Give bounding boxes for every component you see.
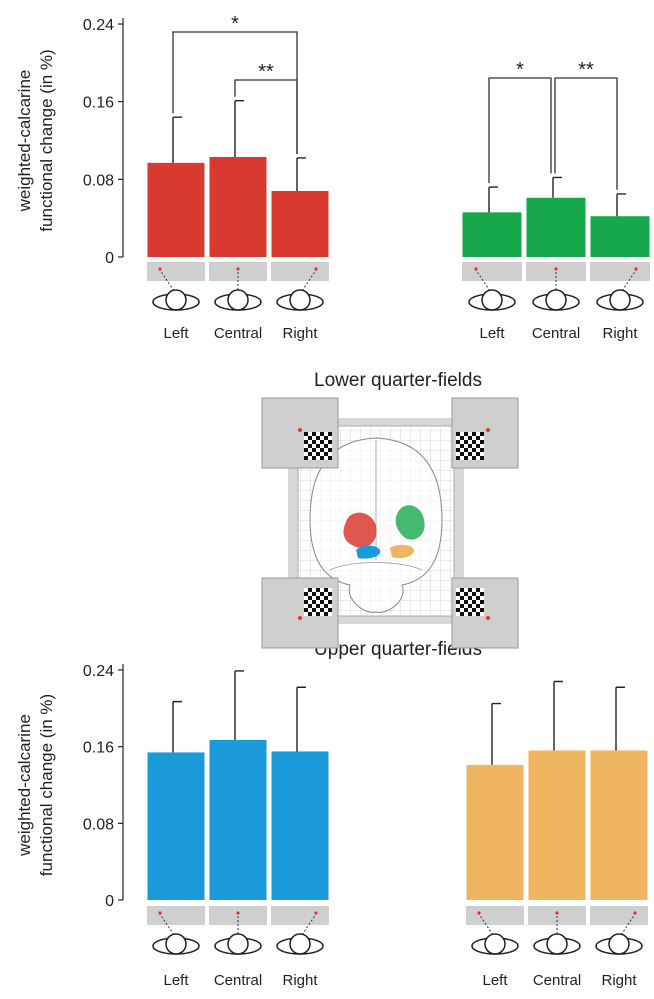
- screen-icon: [271, 262, 329, 281]
- significance-label: **: [578, 59, 594, 81]
- screen-icon: [590, 262, 650, 281]
- gaze-target: [477, 911, 480, 914]
- head-icon: [547, 934, 567, 954]
- y-tick-label: 0: [105, 893, 114, 910]
- head-icon: [166, 934, 186, 954]
- x-tick-label: Central: [532, 325, 580, 342]
- x-tick-label: Right: [602, 325, 638, 342]
- x-tick-label: Left: [479, 325, 505, 342]
- bar: [210, 157, 267, 257]
- x-tick-label: Central: [214, 972, 262, 989]
- screen-icon: [528, 906, 586, 925]
- bar: [210, 740, 267, 900]
- significance-bracket: [489, 78, 551, 183]
- error-bar: [553, 177, 562, 197]
- significance-bracket: [555, 78, 617, 190]
- y-tick-label: 0.16: [83, 95, 114, 112]
- screen-icon: [147, 262, 205, 281]
- gaze-target: [236, 267, 239, 270]
- bar: [527, 198, 586, 257]
- error-bar: [235, 101, 244, 157]
- error-bar: [297, 687, 306, 751]
- x-tick-label: Central: [533, 972, 581, 989]
- gaze-target: [633, 911, 636, 914]
- error-bar: [616, 687, 625, 750]
- gaze-target: [314, 911, 317, 914]
- y-tick-label: 0.16: [83, 740, 114, 757]
- error-bar: [617, 194, 626, 216]
- screen-icon: [590, 906, 648, 925]
- significance-label: *: [516, 59, 524, 81]
- head-icon: [290, 290, 310, 310]
- bar: [529, 751, 586, 901]
- error-bar: [297, 158, 306, 191]
- bar: [591, 216, 650, 257]
- y-axis-label: functional change (in %): [37, 49, 56, 231]
- x-tick-label: Central: [214, 325, 262, 342]
- bar: [272, 751, 329, 900]
- head-icon: [609, 934, 629, 954]
- y-tick-label: 0.24: [83, 17, 114, 34]
- error-bar: [235, 671, 244, 740]
- figure: Lower quarter-fields Upper quarter-field…: [0, 0, 654, 999]
- screen-icon: [147, 906, 205, 925]
- error-bar: [173, 117, 182, 163]
- bar: [148, 752, 205, 900]
- head-icon: [485, 934, 505, 954]
- screen-icon: [526, 262, 586, 281]
- y-tick-label: 0.08: [83, 816, 114, 833]
- y-axis-label: weighted-calcarine: [15, 70, 34, 213]
- gaze-target: [634, 267, 637, 270]
- error-bar: [173, 702, 182, 753]
- significance-label: **: [258, 61, 274, 83]
- gaze-target: [158, 911, 161, 914]
- screen-icon: [209, 262, 267, 281]
- gaze-target: [314, 267, 317, 270]
- x-tick-label: Left: [163, 972, 189, 989]
- head-icon: [228, 934, 248, 954]
- y-axis-label: weighted-calcarine: [15, 714, 34, 857]
- bar: [463, 212, 522, 257]
- y-tick-label: 0: [105, 250, 114, 267]
- head-icon: [482, 290, 502, 310]
- head-icon: [290, 934, 310, 954]
- screen-icon: [466, 906, 524, 925]
- bar: [591, 751, 648, 901]
- screen-icon: [462, 262, 522, 281]
- error-bar: [492, 704, 501, 765]
- head-icon: [166, 290, 186, 310]
- x-tick-label: Left: [163, 325, 189, 342]
- screen-icon: [271, 906, 329, 925]
- gaze-target: [158, 267, 161, 270]
- y-tick-label: 0.24: [83, 663, 114, 680]
- y-axis-label: functional change (in %): [37, 694, 56, 876]
- brain-diagram: [262, 398, 518, 648]
- bar: [272, 191, 329, 257]
- screen-icon: [209, 906, 267, 925]
- error-bar: [554, 682, 563, 751]
- bar: [148, 163, 205, 257]
- significance-label: *: [231, 13, 239, 35]
- gaze-target: [474, 267, 477, 270]
- x-tick-label: Right: [282, 325, 318, 342]
- head-icon: [546, 290, 566, 310]
- x-tick-label: Left: [482, 972, 508, 989]
- gaze-target: [555, 911, 558, 914]
- lower-title: Lower quarter-fields: [314, 370, 482, 391]
- significance-bracket: [235, 80, 297, 154]
- x-tick-label: Right: [282, 972, 318, 989]
- head-icon: [228, 290, 248, 310]
- x-tick-label: Right: [601, 972, 637, 989]
- error-bar: [489, 187, 498, 212]
- gaze-target: [554, 267, 557, 270]
- y-tick-label: 0.08: [83, 172, 114, 189]
- head-icon: [610, 290, 630, 310]
- bar-chart: Left Central Right: [466, 682, 648, 990]
- bar: [467, 765, 524, 900]
- gaze-target: [236, 911, 239, 914]
